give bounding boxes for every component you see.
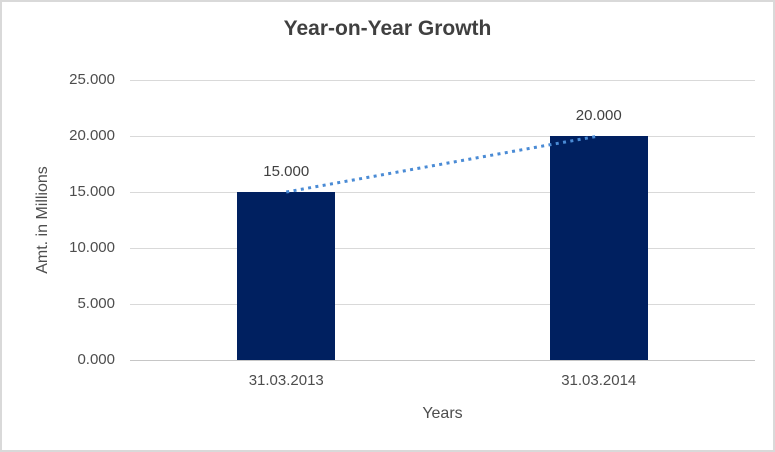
- gridline: [130, 247, 755, 249]
- y-tick-label: 25.000: [69, 71, 115, 88]
- y-tick-label: 20.000: [69, 127, 115, 144]
- y-tick-label: 0.000: [77, 351, 115, 368]
- bar: [237, 192, 336, 360]
- x-tick-label: 31.03.2014: [561, 372, 637, 389]
- x-axis-title: Years: [422, 405, 463, 422]
- gridline: [130, 135, 755, 137]
- gridline: [130, 303, 755, 305]
- y-tick-label: 10.000: [69, 239, 115, 256]
- bar: [549, 136, 648, 360]
- gridline: [130, 79, 755, 81]
- y-tick-label: 5.000: [77, 295, 115, 312]
- data-label: 15.000: [263, 163, 310, 180]
- x-tick-label: 31.03.2013: [248, 372, 324, 389]
- data-label: 20.000: [575, 107, 622, 124]
- x-axis-line: [130, 359, 755, 361]
- y-tick-label: 15.000: [69, 183, 115, 200]
- gridline: [130, 191, 755, 193]
- chart-title: Year-on-Year Growth: [283, 17, 492, 40]
